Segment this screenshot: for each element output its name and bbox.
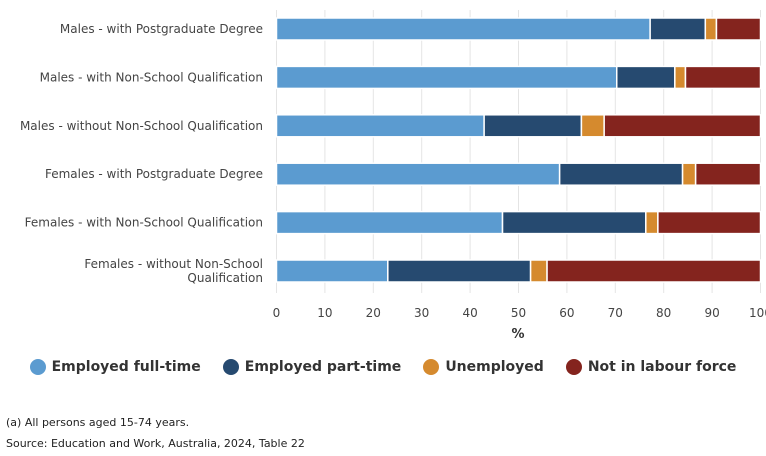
bar-segment-employed-full-time bbox=[275, 210, 504, 235]
bar-segment-unemployed bbox=[681, 162, 697, 186]
legend-swatch-icon bbox=[29, 359, 46, 375]
x-tick-label: 10 bbox=[317, 306, 332, 320]
legend-label: Employed part-time bbox=[244, 359, 402, 375]
bar-segment-not-in-labour-force bbox=[694, 162, 762, 186]
bar-segment-unemployed bbox=[645, 210, 659, 235]
source-note: Source: Education and Work, Australia, 2… bbox=[6, 437, 305, 450]
bar-segment-not-in-labour-force bbox=[546, 259, 762, 283]
bar-segment-employed-full-time bbox=[275, 65, 618, 90]
legend-swatch-icon bbox=[222, 359, 239, 375]
x-tick-label: 60 bbox=[559, 306, 574, 320]
x-tick-label: 80 bbox=[656, 306, 671, 320]
bar-segment-employed-full-time bbox=[275, 259, 389, 283]
legend-item[interactable]: Unemployed bbox=[423, 359, 544, 375]
bar-segment-not-in-labour-force bbox=[684, 65, 762, 90]
category-label: Females - with Non-School Qualification bbox=[25, 216, 263, 230]
bar-segment-employed-part-time bbox=[387, 259, 532, 283]
bar-segment-not-in-labour-force bbox=[603, 114, 762, 138]
x-tick-label: 0 bbox=[273, 306, 281, 320]
stacked-bar-chart: Males - with Postgraduate Degree Males - … bbox=[20, 10, 766, 342]
legend-item[interactable]: Employed part-time bbox=[222, 359, 402, 375]
legend-label: Not in labour force bbox=[587, 359, 737, 375]
footnote: (a) All persons aged 15-74 years. bbox=[6, 416, 190, 429]
bar-segment-unemployed bbox=[674, 65, 687, 90]
bar-segment-not-in-labour-force bbox=[657, 210, 762, 235]
x-tick-label: 30 bbox=[414, 306, 429, 320]
bar-segment-employed-part-time bbox=[483, 114, 583, 138]
bar-segment-not-in-labour-force bbox=[715, 17, 762, 41]
legend-item[interactable]: Employed full-time bbox=[29, 359, 201, 375]
bar-segment-unemployed bbox=[704, 17, 718, 41]
x-axis-label: % bbox=[511, 327, 524, 342]
category-label: Males - with Postgraduate Degree bbox=[60, 22, 263, 36]
x-tick-label: 100 bbox=[749, 306, 766, 320]
x-tick-label: 90 bbox=[704, 306, 719, 320]
bar-segment-unemployed bbox=[580, 114, 605, 138]
bar-segment-employed-full-time bbox=[275, 17, 651, 41]
x-tick-label: 70 bbox=[608, 306, 623, 320]
category-label: Females - with Postgraduate Degree bbox=[45, 167, 263, 181]
legend: Employed full-time Employed part-time Unem… bbox=[0, 359, 766, 375]
bar-segment-employed-part-time bbox=[616, 65, 676, 90]
x-tick-label: 40 bbox=[462, 306, 477, 320]
bar-segment-employed-part-time bbox=[558, 162, 684, 186]
legend-item[interactable]: Not in labour force bbox=[565, 359, 737, 375]
bar-segment-employed-part-time bbox=[649, 17, 707, 41]
legend-label: Employed full-time bbox=[51, 359, 201, 375]
category-label: Males - with Non-School Qualification bbox=[40, 70, 263, 84]
category-label: Females - without Non-School bbox=[84, 257, 263, 271]
bar-segment-unemployed bbox=[529, 259, 548, 283]
x-tick-label: 20 bbox=[366, 306, 381, 320]
legend-label: Unemployed bbox=[445, 359, 544, 375]
bar-segment-employed-full-time bbox=[275, 114, 485, 138]
x-tick-label: 50 bbox=[511, 306, 526, 320]
category-label: Males - without Non-School Qualification bbox=[20, 119, 263, 133]
legend-swatch-icon bbox=[565, 359, 582, 375]
bar-segment-employed-part-time bbox=[501, 210, 647, 235]
legend-swatch-icon bbox=[423, 359, 440, 375]
category-label: Qualification bbox=[187, 271, 263, 285]
bar-segment-employed-full-time bbox=[275, 162, 561, 186]
